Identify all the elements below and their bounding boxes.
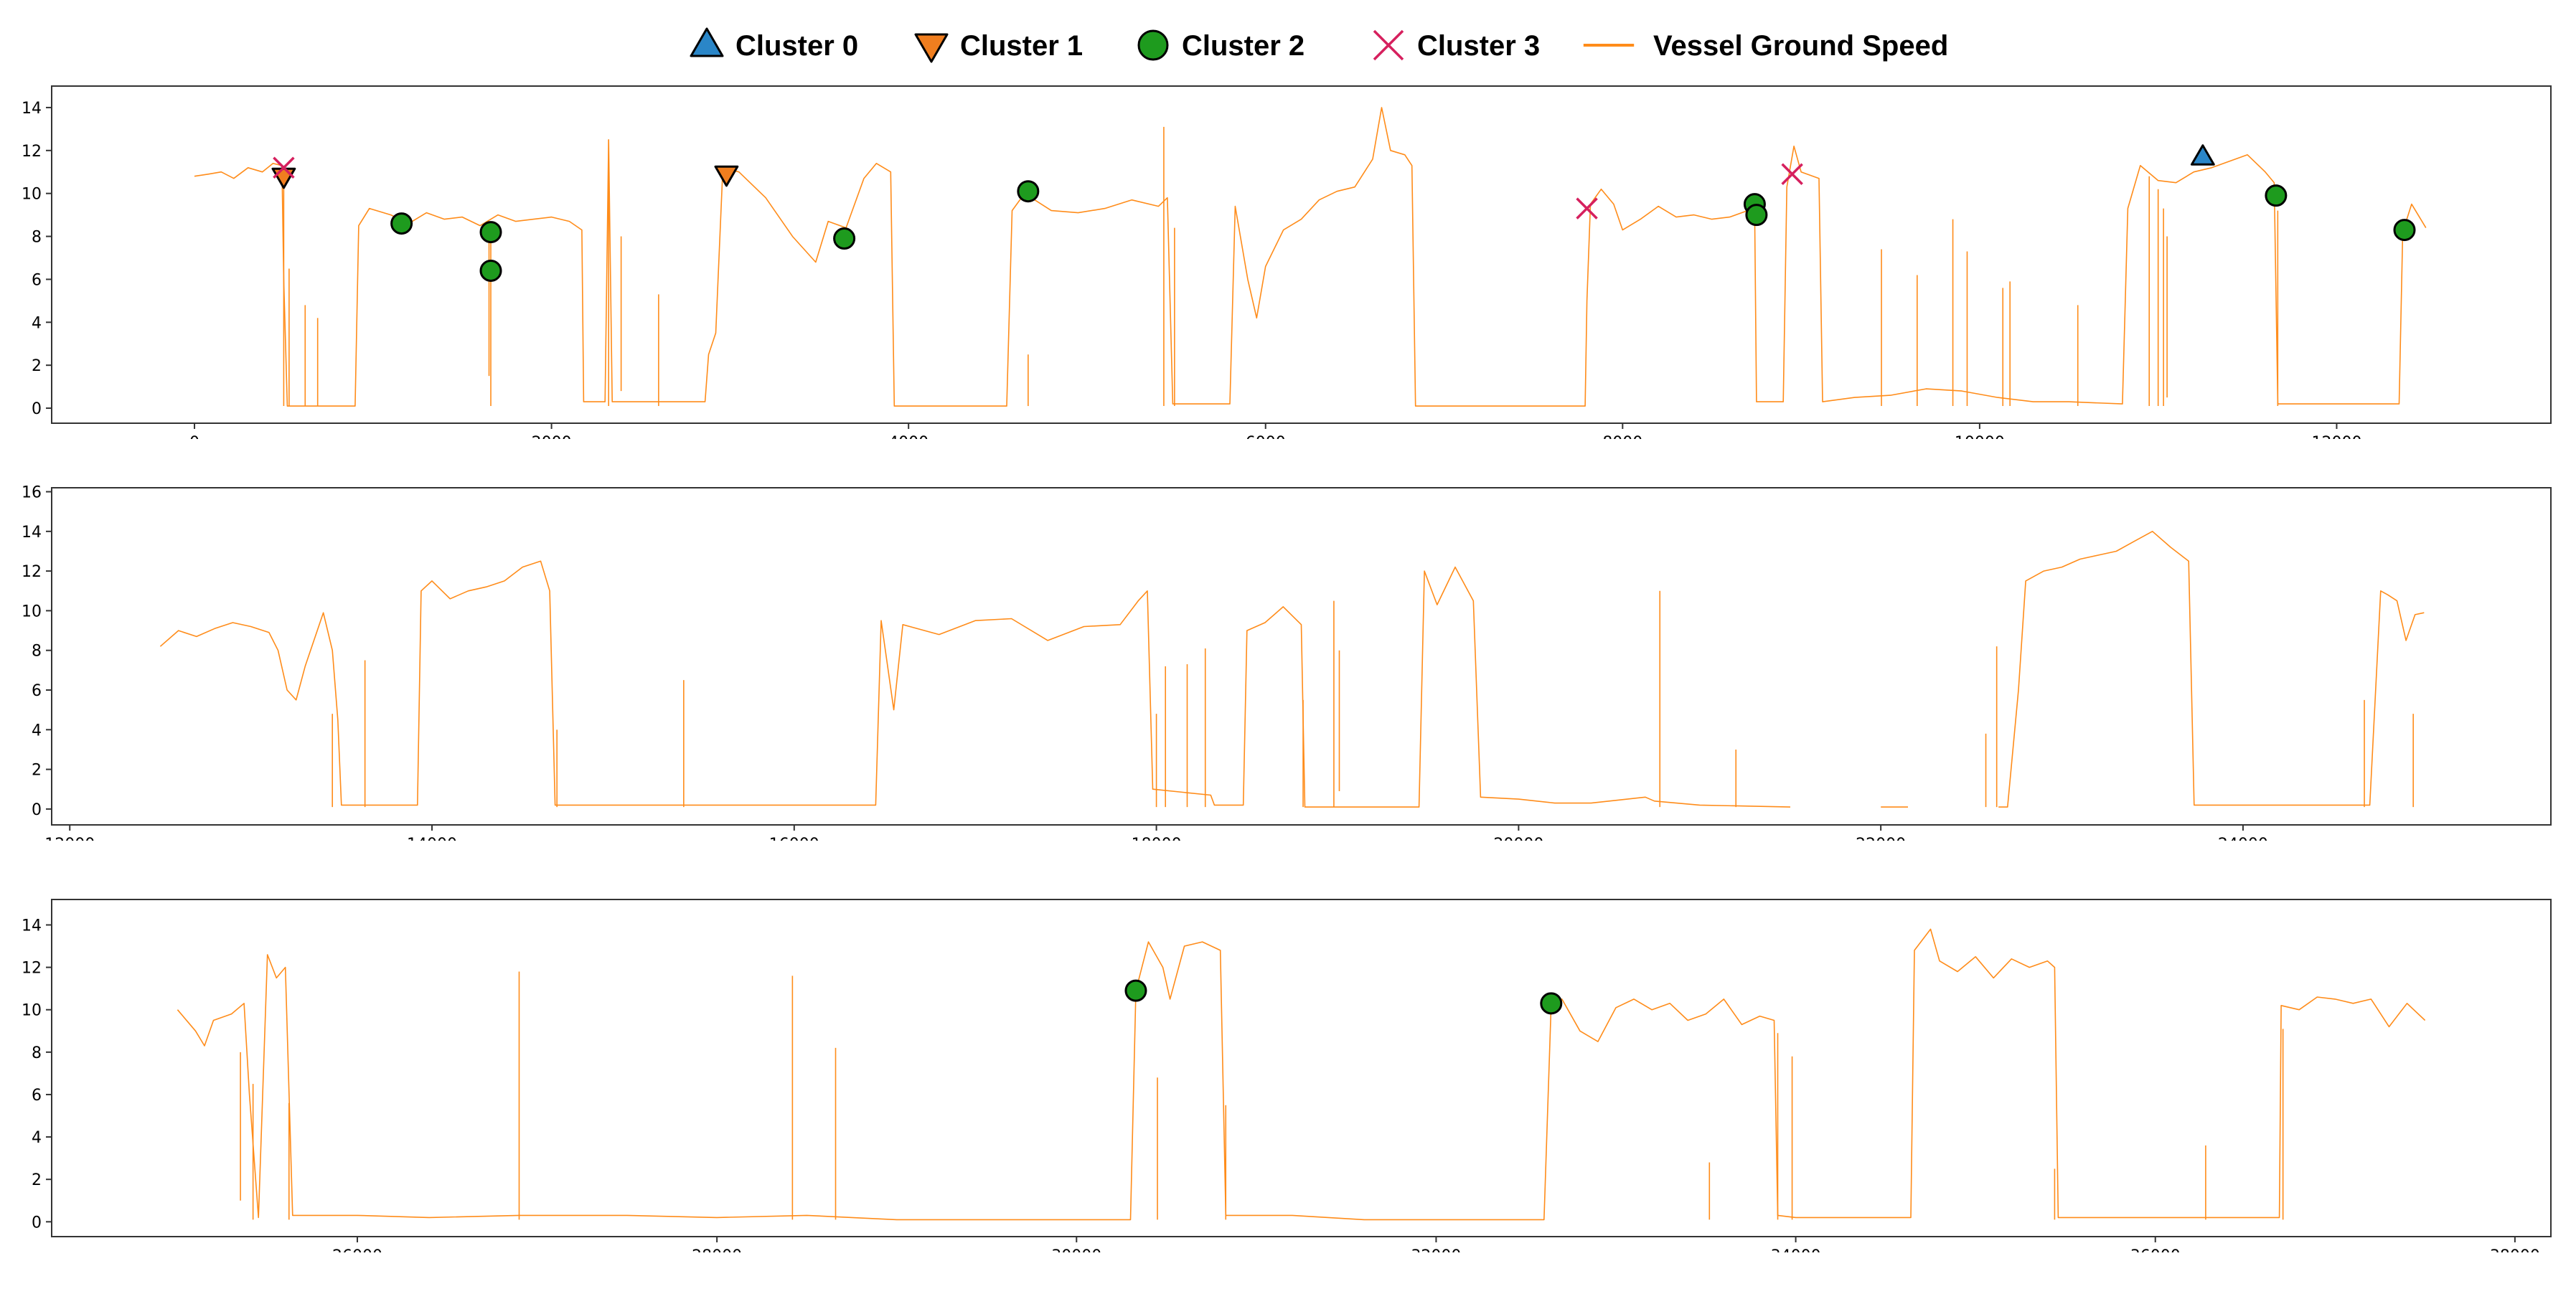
plot-area-3 — [177, 928, 2426, 1221]
y-tick-label: 0 — [32, 400, 42, 418]
y-tick-label: 12 — [22, 960, 42, 978]
cluster-0-marker — [2190, 144, 2215, 166]
plot-area-2 — [159, 531, 2425, 808]
x-tick-label: 24000 — [2218, 836, 2268, 841]
y-tick-label: 2 — [32, 1171, 42, 1189]
x-tick-label: 36000 — [2130, 1247, 2181, 1252]
y-tick-label: 10 — [22, 1002, 42, 1020]
cluster-2-marker — [390, 212, 413, 235]
x-tick-label: 34000 — [1771, 1247, 1821, 1252]
legend-label-cluster-1: Cluster 1 — [960, 30, 1083, 62]
cluster-2-marker — [833, 227, 856, 250]
x-tick-label: 8000 — [1602, 434, 1642, 439]
x-tick-label: 6000 — [1246, 434, 1286, 439]
x-tick-label: 12000 — [44, 836, 95, 841]
x-tick-label: 2000 — [532, 434, 572, 439]
x-tick-label: 20000 — [1493, 836, 1543, 841]
y-tick-label: 0 — [32, 1214, 42, 1232]
x-tick-label: 16000 — [769, 836, 819, 841]
y-tick-label: 4 — [32, 1129, 42, 1147]
y-tick-label: 6 — [32, 271, 42, 289]
cluster-3-marker — [1576, 197, 1598, 219]
x-tick-label: 10000 — [1955, 434, 2005, 439]
chart-legend: Cluster 0 Cluster 1 Cluster 2 Cluster 3 Vess… — [690, 27, 1948, 63]
y-tick-label: 2 — [32, 357, 42, 375]
x-tick-label: 4000 — [888, 434, 929, 439]
plot-area-1 — [194, 107, 2427, 407]
x-tick-label: 12000 — [2311, 434, 2361, 439]
y-tick-label: 2 — [32, 762, 42, 780]
cluster-2-marker — [1540, 992, 1563, 1015]
cluster-2-marker — [1745, 204, 1768, 227]
speed-panel-2: 0 2 4 6 8 10 12 14 16 12000 14000 16000 18000 20000 22… — [0, 482, 2576, 841]
x-tick-label: 0 — [189, 434, 199, 439]
cluster-2-marker — [2265, 184, 2288, 207]
x-tick-label: 14000 — [407, 836, 457, 841]
x-tick-label: 30000 — [1051, 1247, 1101, 1252]
speed-line-3 — [177, 928, 2426, 1221]
speed-line-1 — [194, 107, 2427, 407]
cluster-2-marker — [2393, 219, 2416, 242]
legend-entry-cluster-0: Cluster 0 — [690, 27, 858, 62]
y-tick-label: 10 — [22, 603, 42, 620]
plot-frame-3 — [51, 899, 2552, 1237]
y-tick-label: 12 — [22, 563, 42, 581]
legend-label-cluster-3: Cluster 3 — [1417, 30, 1540, 62]
legend-label-cluster-0: Cluster 0 — [735, 30, 858, 62]
plot-frame-1 — [51, 85, 2552, 424]
y-tick-label: 14 — [22, 100, 42, 118]
legend-marker-cluster-2 — [1137, 29, 1169, 61]
x-tick-label: 22000 — [1856, 836, 1906, 841]
cluster-3-marker — [273, 156, 295, 179]
legend-entry-cluster-3: Cluster 3 — [1373, 29, 1540, 62]
cluster-2-marker — [479, 259, 502, 282]
x-tick-label: 18000 — [1132, 836, 1182, 841]
x-tick-label: 28000 — [692, 1247, 742, 1252]
x-tick-label: 32000 — [1411, 1247, 1461, 1252]
x-tick-label: 38000 — [2490, 1247, 2540, 1252]
cluster-2-marker — [1017, 180, 1040, 203]
legend-marker-cluster-1 — [914, 33, 949, 63]
cluster-2-marker — [479, 221, 502, 244]
speed-panel-1: 0 2 4 6 8 10 12 14 0 2000 4000 6000 8000 10000 12000 — [0, 80, 2576, 439]
legend-marker-cluster-3 — [1373, 29, 1404, 61]
legend-entry-vessel-ground-speed: Vessel Ground Speed — [1583, 30, 1948, 62]
x-tick-label: 26000 — [332, 1247, 382, 1252]
y-tick-label: 6 — [32, 1087, 42, 1105]
y-tick-label: 0 — [32, 801, 42, 819]
legend-marker-cluster-0 — [690, 27, 724, 57]
y-tick-label: 14 — [22, 524, 42, 542]
y-tick-label: 8 — [32, 229, 42, 247]
cluster-3-marker — [1781, 163, 1803, 185]
y-tick-label: 10 — [22, 186, 42, 204]
y-tick-label: 4 — [32, 314, 42, 332]
plot-frame-2 — [51, 487, 2552, 826]
y-tick-label: 6 — [32, 682, 42, 700]
y-tick-label: 8 — [32, 1044, 42, 1062]
y-tick-label: 12 — [22, 143, 42, 161]
y-tick-label: 8 — [32, 643, 42, 661]
speed-panel-3: 0 2 4 6 8 10 12 14 26000 28000 30000 32000 34000 3600… — [0, 894, 2576, 1252]
legend-label-vessel-ground-speed: Vessel Ground Speed — [1653, 30, 1948, 62]
cluster-2-marker — [1124, 979, 1147, 1002]
legend-entry-cluster-2: Cluster 2 — [1137, 29, 1305, 62]
y-tick-label: 14 — [22, 917, 42, 935]
speed-line-2 — [159, 531, 2425, 808]
y-tick-label: 4 — [32, 722, 42, 740]
legend-label-cluster-2: Cluster 2 — [1182, 30, 1305, 62]
legend-entry-cluster-1: Cluster 1 — [914, 30, 1083, 63]
cluster-1-marker — [714, 165, 739, 187]
y-tick-label: 16 — [22, 484, 42, 502]
